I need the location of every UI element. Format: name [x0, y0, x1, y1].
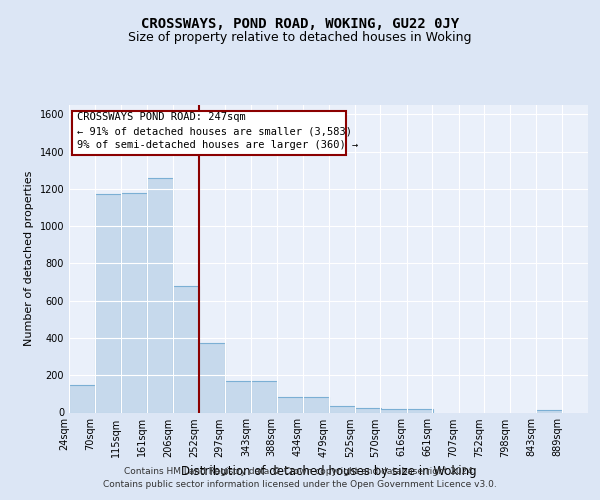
Bar	[173, 286, 199, 412]
Text: CROSSWAYS POND ROAD: 247sqm
← 91% of detached houses are smaller (3,583)
9% of s: CROSSWAYS POND ROAD: 247sqm ← 91% of det…	[77, 112, 358, 150]
Y-axis label: Number of detached properties: Number of detached properties	[24, 171, 34, 346]
Bar	[277, 396, 303, 412]
Bar	[199, 342, 225, 412]
Bar	[121, 192, 147, 412]
Bar	[224, 381, 251, 412]
Bar	[69, 384, 95, 412]
Text: Contains HM Land Registry data © Crown copyright and database right 2024.: Contains HM Land Registry data © Crown c…	[124, 467, 476, 476]
Bar	[329, 406, 355, 412]
Bar	[147, 178, 173, 412]
Text: Contains public sector information licensed under the Open Government Licence v3: Contains public sector information licen…	[103, 480, 497, 489]
Bar	[536, 410, 562, 412]
Bar	[407, 409, 433, 412]
Bar	[355, 408, 381, 412]
Bar	[303, 396, 329, 412]
Bar	[95, 194, 121, 412]
X-axis label: Distribution of detached houses by size in Woking: Distribution of detached houses by size …	[181, 465, 476, 478]
Bar	[380, 409, 407, 412]
Bar	[251, 381, 277, 412]
Text: Size of property relative to detached houses in Woking: Size of property relative to detached ho…	[128, 31, 472, 44]
FancyBboxPatch shape	[73, 110, 346, 156]
Text: CROSSWAYS, POND ROAD, WOKING, GU22 0JY: CROSSWAYS, POND ROAD, WOKING, GU22 0JY	[141, 18, 459, 32]
